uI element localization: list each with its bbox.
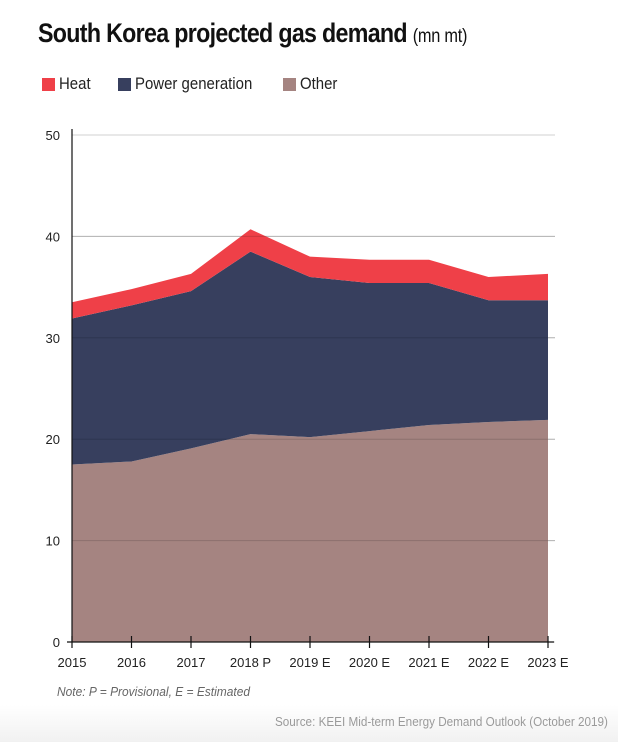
legend-item-heat: Heat [42, 74, 95, 94]
x-tick-label-4: 2019 E [289, 655, 331, 670]
x-tick-label-1: 2016 [117, 655, 146, 670]
y-tick-label-30: 30 [46, 331, 60, 346]
area-other [72, 419, 548, 642]
chart-source: Source: KEEI Mid-term Energy Demand Outl… [275, 714, 608, 729]
x-tick-label-8: 2023 E [527, 655, 569, 670]
x-tick-label-5: 2020 E [349, 655, 391, 670]
chart-title: South Korea projected gas demand (mn mt) [38, 18, 467, 49]
footer-background [0, 705, 618, 742]
legend-label-power-generation: Power generation [135, 74, 253, 93]
area-power-generation [72, 251, 548, 465]
y-tick-label-50: 50 [46, 128, 60, 143]
chart-note: Note: P = Provisional, E = Estimated [57, 684, 251, 699]
legend-item-power-generation: Power generation [118, 74, 268, 94]
legend-swatch-other [283, 77, 296, 91]
y-tick-label-40: 40 [46, 229, 60, 244]
legend-label-other: Other [300, 74, 338, 93]
x-tick-label-3: 2018 P [230, 655, 271, 670]
legend-swatch-power-generation [118, 77, 131, 91]
legend-swatch-heat [42, 77, 55, 91]
chart-unit: (mn mt) [412, 26, 468, 47]
x-tick-label-0: 2015 [58, 655, 87, 670]
y-tick-label-0: 0 [53, 635, 60, 650]
y-tick-label-10: 10 [46, 534, 60, 549]
x-tick-label-6: 2021 E [408, 655, 450, 670]
chart-title-text: South Korea projected gas demand [38, 18, 408, 48]
legend-item-other: Other [283, 74, 343, 94]
y-tick-label-20: 20 [46, 432, 60, 447]
x-tick-label-2: 2017 [177, 655, 206, 670]
x-tick-label-7: 2022 E [468, 655, 510, 670]
legend-label-heat: Heat [59, 74, 91, 93]
area-heat [72, 229, 548, 319]
